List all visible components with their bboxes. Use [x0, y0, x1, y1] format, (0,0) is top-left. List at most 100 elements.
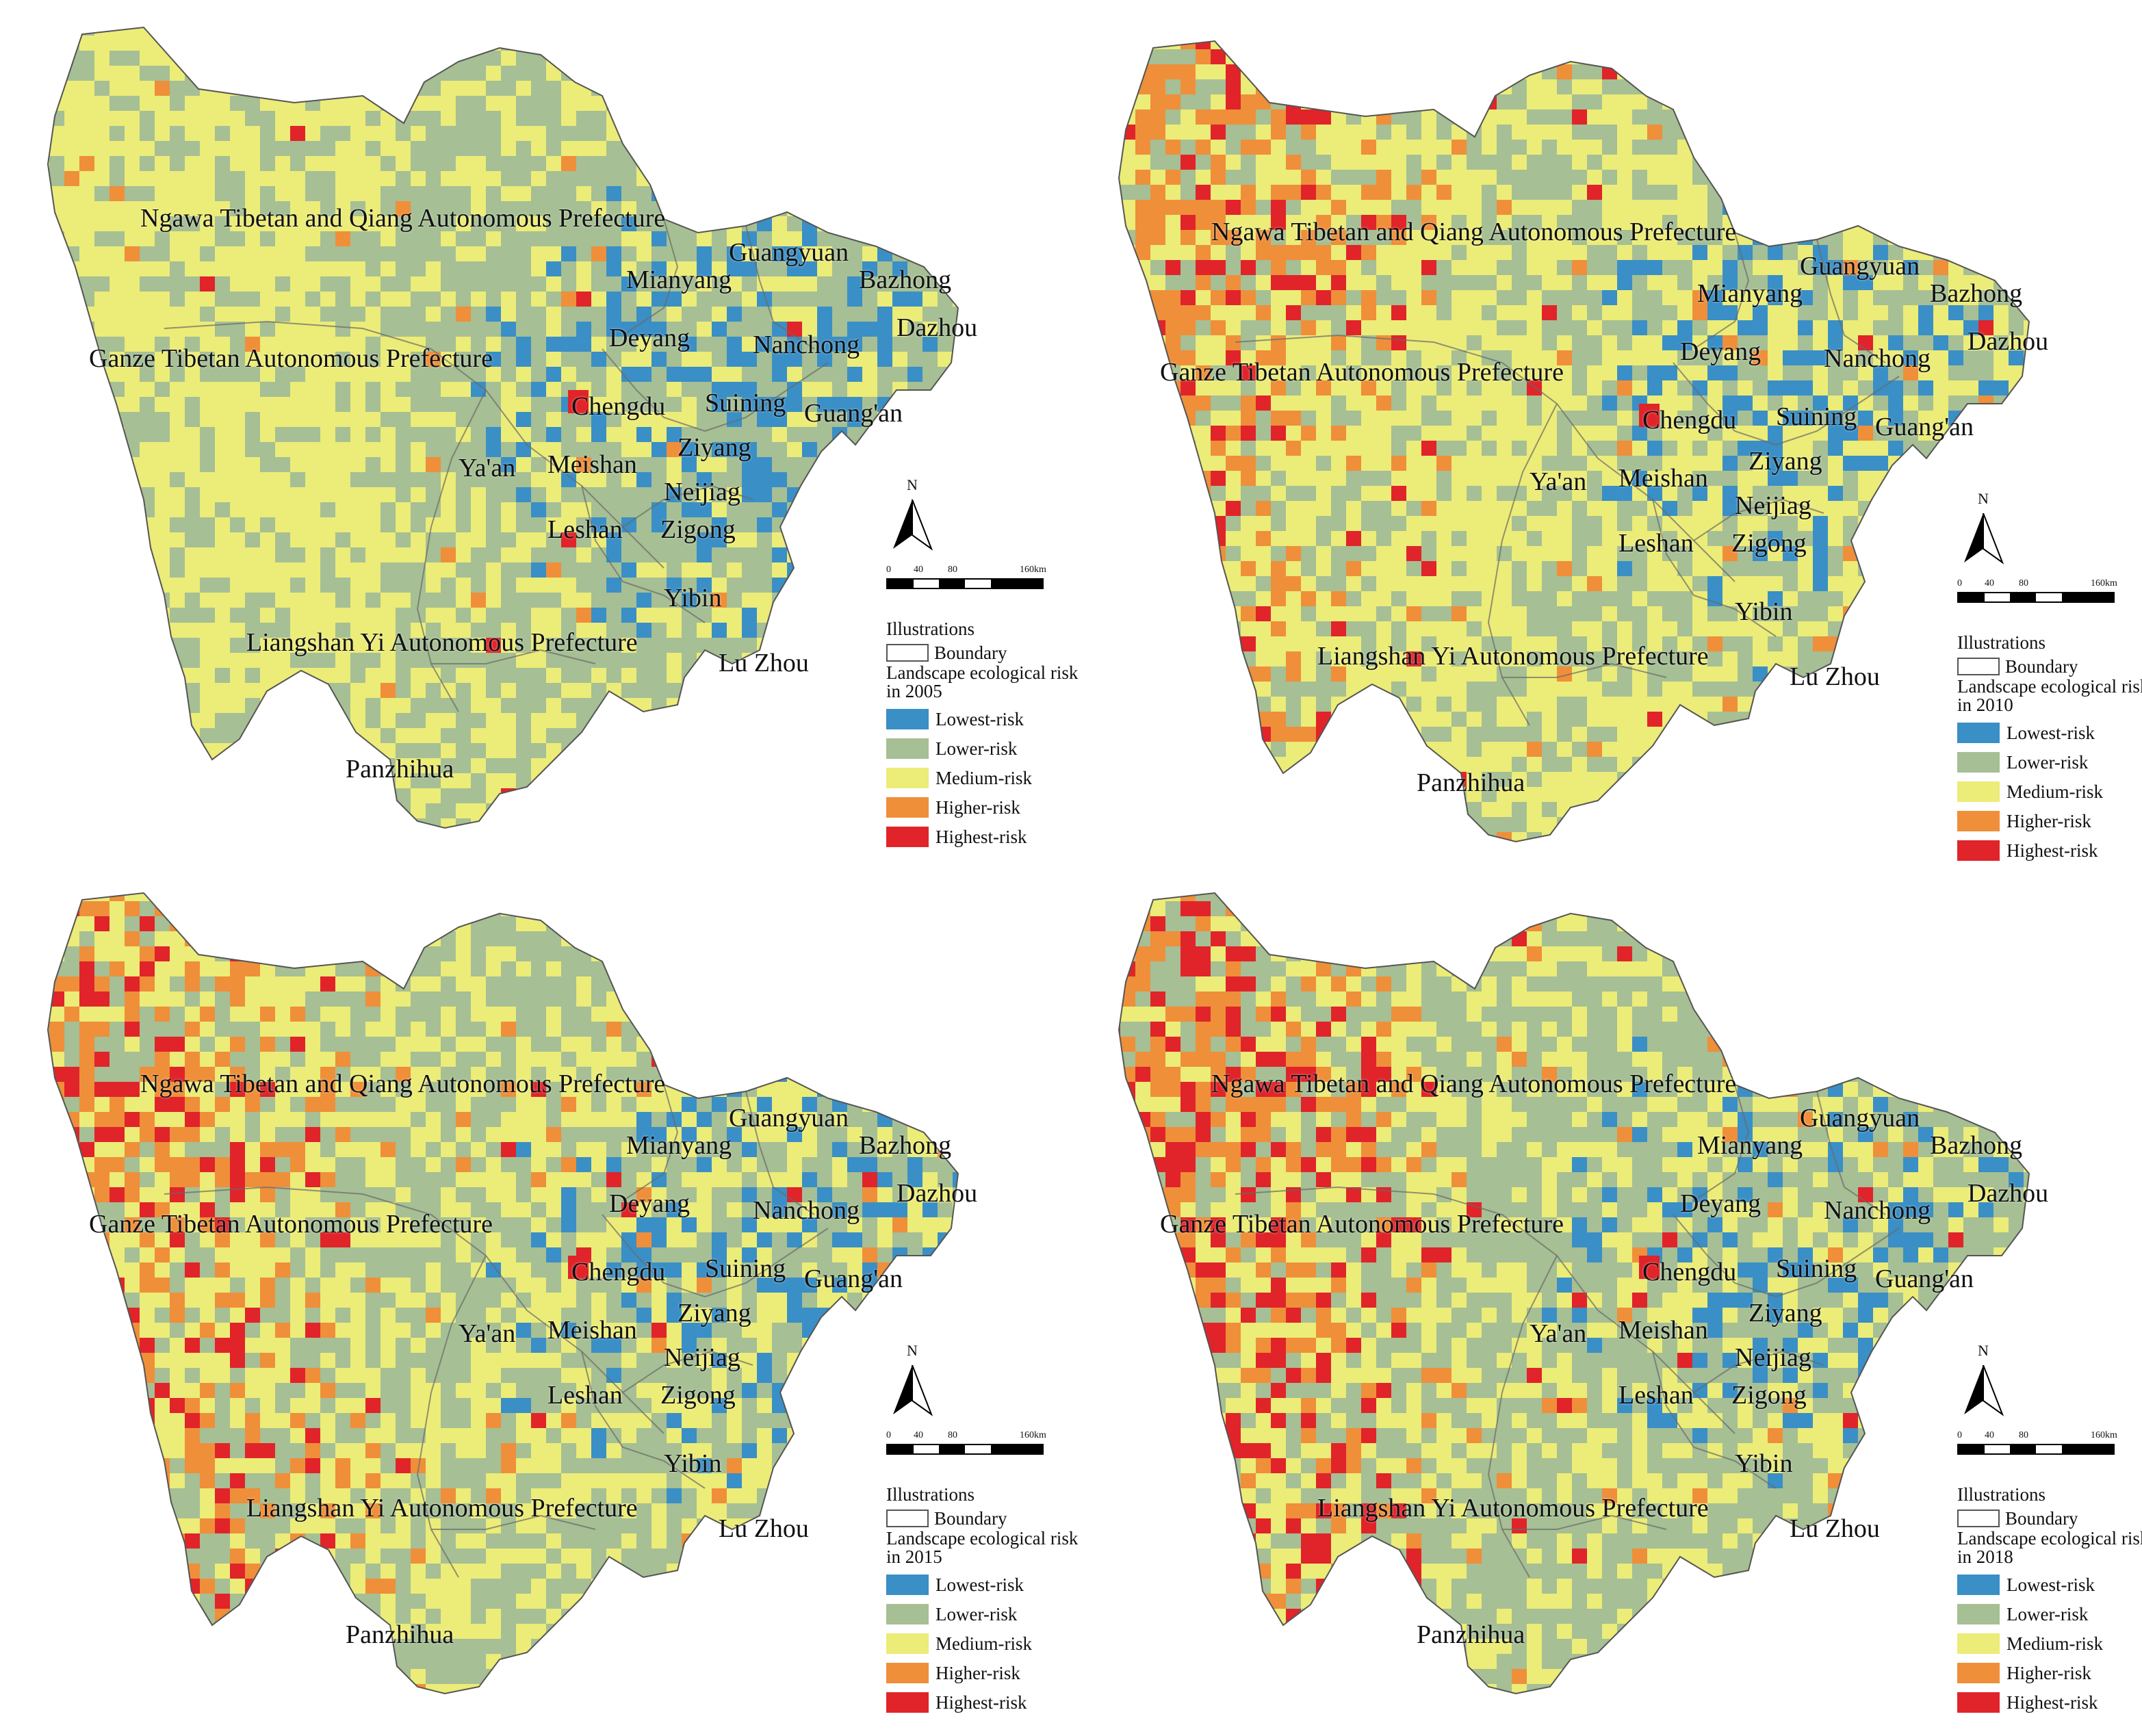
north-label: N	[1978, 490, 1989, 507]
legend-heading: Illustrations	[1957, 1484, 2046, 1505]
place-label: Zigong	[1731, 1381, 1807, 1410]
place-label: Meishan	[547, 1316, 637, 1345]
legend-swatch	[1957, 1663, 2000, 1684]
boundary-swatch	[1957, 1510, 2000, 1528]
place-label: Meishan	[1618, 464, 1708, 493]
place-label: Ya'an	[1530, 1319, 1587, 1348]
admin-boundary-line	[1502, 662, 1667, 678]
admin-boundary-line	[1597, 458, 1735, 582]
legend-heading: Illustrations	[886, 619, 975, 639]
legend-subtitle: Landscape ecological risk in 2010	[1957, 675, 2142, 715]
place-label: Panzhihua	[1417, 1620, 1525, 1649]
legend-item: Lowest-risk	[1957, 1575, 2142, 1596]
legend-swatch	[1957, 781, 2000, 803]
admin-boundary-line	[602, 1214, 706, 1297]
risk-grid-cells	[48, 893, 958, 1694]
north-arrow: N	[886, 1342, 948, 1440]
map-legend: Illustrations Boundary Landscape ecologica…	[1957, 632, 2142, 861]
place-label: Ziyang	[1749, 447, 1822, 476]
map-legend: Illustrations Boundary Landscape ecologica…	[886, 1484, 1092, 1713]
risk-map-panel-2010: Ngawa Tibetan and Qiang Autonomous Prefe…	[1078, 21, 2142, 876]
risk-grid-map	[47, 26, 959, 829]
admin-boundary-line	[416, 389, 487, 712]
place-label: Ganze Tibetan Autonomous Prefecture	[1160, 1210, 1564, 1239]
legend-label: Medium-risk	[2006, 781, 2103, 802]
legend-item: Highest-risk	[886, 1692, 1092, 1713]
risk-grid-cells	[1119, 893, 2029, 1694]
place-label: Bazhong	[1930, 279, 2023, 308]
admin-boundary-line	[1693, 498, 1824, 541]
place-label: Chengdu	[1642, 406, 1737, 435]
boundary-label: Boundary	[934, 642, 1007, 663]
place-label: Dazhou	[1967, 1179, 2049, 1208]
risk-map-panel-2005: Ngawa Tibetan and Qiang Autonomous Prefe…	[7, 7, 1078, 862]
legend-swatch	[886, 1692, 929, 1713]
scale-tick-label: 160km	[1020, 565, 1046, 575]
admin-boundary-line	[416, 1255, 487, 1578]
legend-label: Higher-risk	[2006, 810, 2091, 831]
place-label: Liangshan Yi Autonomous Prefecture	[246, 1494, 638, 1523]
place-label: Panzhihua	[346, 1620, 454, 1649]
admin-boundary-line	[745, 225, 815, 350]
place-label: Dazhou	[896, 313, 978, 342]
legend-swatch	[1957, 1692, 2000, 1713]
admin-boundary-line	[1235, 334, 1599, 459]
legend-label: Highest-risk	[935, 826, 1027, 847]
admin-boundary-line	[622, 484, 753, 528]
legend-item: Lower-risk	[1957, 1604, 2142, 1625]
legend-item: Lower-risk	[886, 738, 1092, 760]
province-outline	[1118, 892, 2030, 1695]
place-label: Leshan	[547, 1381, 623, 1410]
place-label: Mianyang	[626, 265, 732, 294]
legend-item: Higher-risk	[886, 1663, 1092, 1684]
scale-tick-label: 40	[1985, 1430, 1994, 1440]
risk-map-panel-2015: Ngawa Tibetan and Qiang Autonomous Prefe…	[7, 872, 1078, 1728]
north-arrow: N	[886, 476, 948, 575]
legend-item: Medium-risk	[886, 1633, 1092, 1655]
admin-boundary-line	[1673, 1214, 1777, 1297]
risk-grid-cells	[1119, 41, 2029, 842]
legend-swatch	[886, 797, 929, 818]
place-label: Guangyuan	[729, 238, 849, 267]
boundary-swatch	[886, 1510, 929, 1528]
place-label: Meishan	[1618, 1316, 1708, 1345]
place-label: Neijiag	[1735, 491, 1811, 520]
admin-boundary-line	[1816, 239, 1886, 363]
scale-tick-label: 80	[948, 1430, 957, 1440]
place-label: Deyang	[1680, 337, 1762, 366]
scale-bar: 0 40 80 160km	[886, 1430, 1046, 1458]
place-label: Nanchong	[1824, 344, 1931, 373]
risk-map-panel-2018: Ngawa Tibetan and Qiang Autonomous Prefe…	[1078, 872, 2142, 1728]
place-label: Ziyang	[678, 1299, 751, 1327]
legend-swatch	[1957, 1575, 2000, 1596]
admin-boundary-line	[1693, 1350, 1824, 1393]
legend-label: Highest-risk	[2006, 840, 2098, 861]
place-label: Mianyang	[1697, 279, 1803, 308]
place-label: Dazhou	[1967, 327, 2049, 356]
place-label: Panzhihua	[346, 755, 454, 783]
place-label: Suining	[1776, 1254, 1857, 1283]
scale-tick-label: 80	[2019, 1430, 2028, 1440]
place-label: Deyang	[609, 1189, 691, 1218]
map-legend: Illustrations Boundary Landscape ecologica…	[886, 619, 1092, 848]
place-label: Nanchong	[753, 1196, 860, 1225]
admin-boundary-line	[622, 1350, 753, 1393]
legend-item: Higher-risk	[1957, 1663, 2142, 1684]
admin-boundary-line	[164, 320, 528, 445]
place-label: Ya'an	[459, 1319, 516, 1348]
place-label: Chengdu	[571, 1258, 666, 1286]
place-label: Guang'an	[804, 399, 903, 428]
north-arrow-icon	[893, 499, 933, 551]
legend-swatch	[886, 1663, 929, 1684]
scale-tick-label: 160km	[1020, 1430, 1046, 1440]
place-label: Deyang	[1680, 1189, 1762, 1218]
place-label: Yibin	[1735, 1449, 1793, 1478]
legend-swatch	[886, 1604, 929, 1625]
place-label: Ya'an	[459, 454, 516, 482]
place-label: Neijiag	[664, 478, 740, 506]
chengdu-core-highest-risk	[568, 390, 589, 413]
place-label: Yibin	[664, 1449, 722, 1478]
legend-item: Medium-risk	[1957, 1633, 2142, 1655]
legend-swatch	[1957, 840, 2000, 861]
legend-label: Higher-risk	[935, 1662, 1020, 1683]
